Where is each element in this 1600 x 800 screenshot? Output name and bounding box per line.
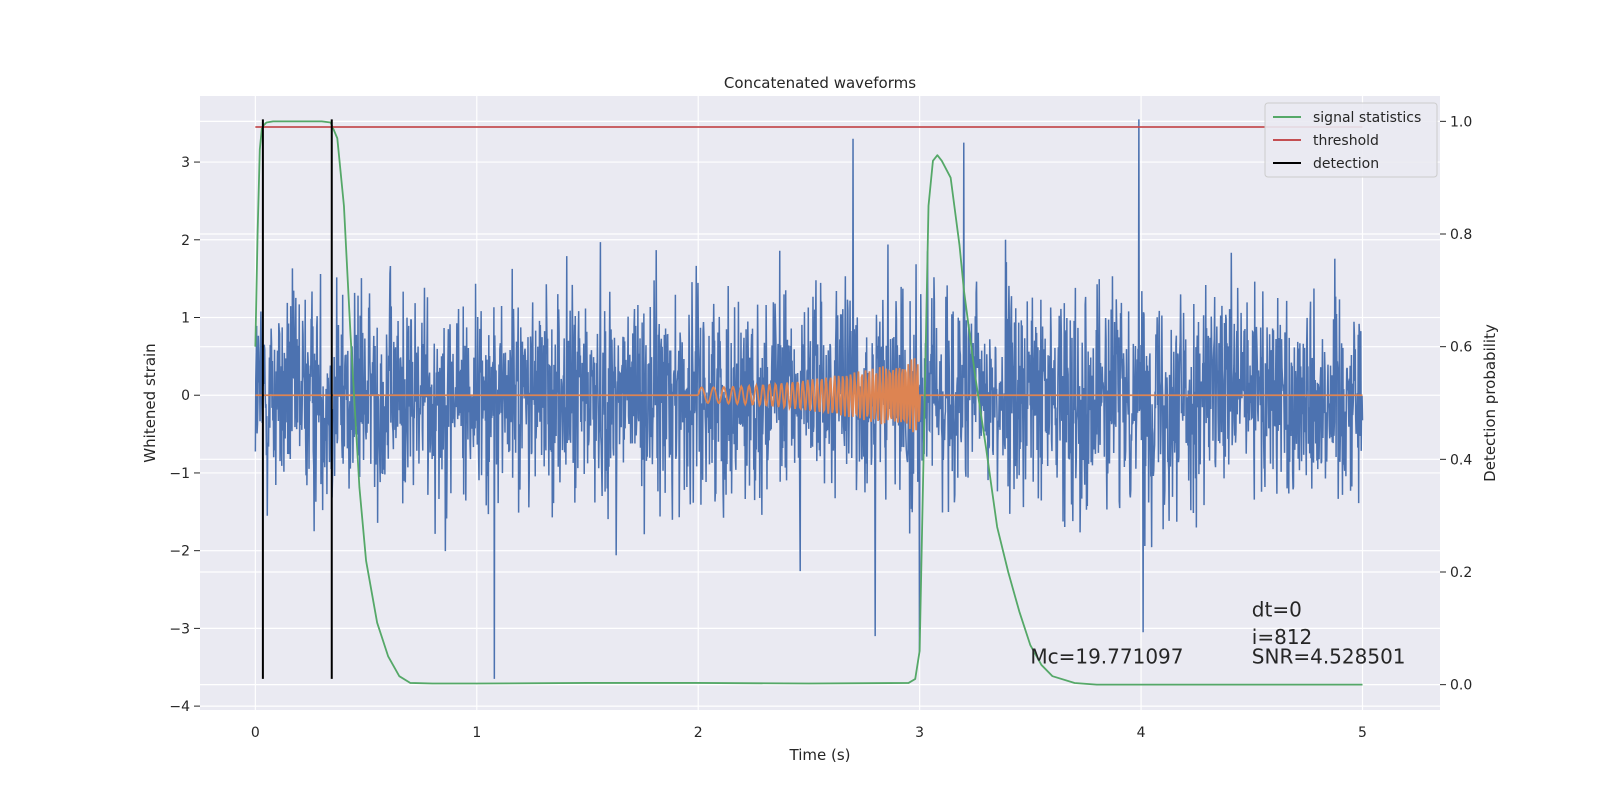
x-tick-label: 0 [251,725,260,741]
y2-axis-title: Detection probability [1481,324,1499,482]
annotation-dt: dt=0 [1252,598,1302,622]
y-tick-label: 2 [181,233,190,249]
y2-tick-label: 0.6 [1450,340,1472,356]
y-tick-label: −2 [169,544,190,560]
y-tick-label: 3 [181,155,190,171]
y-tick-label: −3 [169,621,190,637]
legend-box [1264,102,1438,178]
legend: signal statistics threshold detection [1264,102,1438,178]
y2-tick-label: 0.4 [1450,452,1472,468]
legend-label: detection [1313,156,1379,172]
axis-ticks: 0 1 2 3 4 5 −4 −3 −2 −1 0 1 2 3 0.0 0.2 0.4 0.6 0.8 1.0 [169,114,1472,741]
legend-label: threshold [1313,133,1379,149]
probability-series [254,119,1363,686]
x-tick-label: 3 [915,725,924,741]
x-tick-label: 4 [1137,725,1146,741]
injected-signal-line [255,358,1363,433]
annotation-i: i=812 [1252,625,1313,649]
x-tick-label: 5 [1358,725,1367,741]
injected-signal-series [255,358,1363,433]
y-axis-title: Whitened strain [141,343,159,462]
y-tick-label: −1 [169,466,190,482]
y2-tick-label: 0.8 [1450,227,1472,243]
y2-tick-label: 0.2 [1450,565,1472,581]
x-tick-label: 1 [472,725,481,741]
annotation-mc: Mc=19.771097 [1030,644,1183,668]
y2-tick-label: 1.0 [1450,114,1472,130]
y-tick-label: 1 [181,311,190,327]
chart-title: Concatenated waveforms [724,74,916,92]
x-tick-label: 2 [694,725,703,741]
legend-label: signal statistics [1313,110,1421,126]
y-tick-label: 0 [181,388,190,404]
signal-statistics-line [254,120,1363,686]
x-axis-title: Time (s) [789,746,851,764]
annotation-snr: SNR=4.528501 [1252,644,1406,668]
y2-tick-label: 0.0 [1450,678,1472,694]
y-tick-label: −4 [169,699,190,715]
